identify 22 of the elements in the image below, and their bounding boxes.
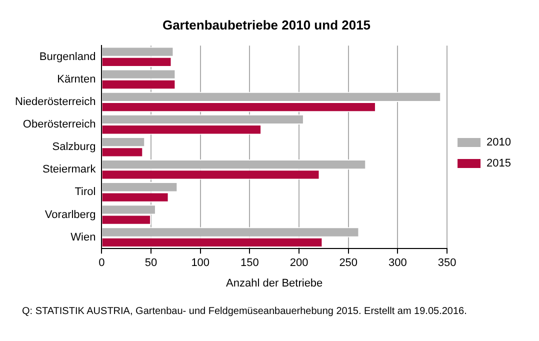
y-tick-label: Burgenland bbox=[39, 50, 96, 63]
x-tick-label: 0 bbox=[98, 257, 105, 270]
y-tick-label: Vorarlberg bbox=[44, 208, 96, 221]
x-tick-label: 150 bbox=[240, 257, 259, 270]
x-tick-label: 350 bbox=[438, 257, 456, 270]
chart-title: Gartenbaubetriebe 2010 und 2015 bbox=[162, 17, 371, 32]
x-tick-label: 100 bbox=[191, 257, 210, 270]
text: Q: STATISTIK AUSTRIA, Gartenbau- und Feldgemüseanbauerhebung 2015. Erstellt am 19.05.2016. bbox=[22, 306, 468, 317]
x-axis-title: Anzahl der Betriebe bbox=[226, 277, 323, 290]
x-tick-label: 300 bbox=[388, 257, 407, 270]
x-tick-label: 200 bbox=[290, 257, 308, 270]
y-tick-label: Steiermark bbox=[42, 164, 96, 176]
legend-label: 2010 bbox=[486, 136, 512, 149]
x-tick-label: 50 bbox=[144, 257, 158, 270]
x-tick-label: 250 bbox=[339, 257, 358, 270]
y-tick-label: Wien bbox=[70, 231, 96, 244]
y-tick-label: Niederösterreich bbox=[15, 96, 96, 108]
y-tick-label: Kärnten bbox=[57, 73, 96, 86]
legend-label: 2015 bbox=[486, 158, 512, 170]
y-tick-label: Salzburg bbox=[52, 141, 96, 154]
y-tick-label: Tirol bbox=[74, 186, 96, 198]
y-tick-label: Oberösterreich bbox=[22, 118, 96, 131]
